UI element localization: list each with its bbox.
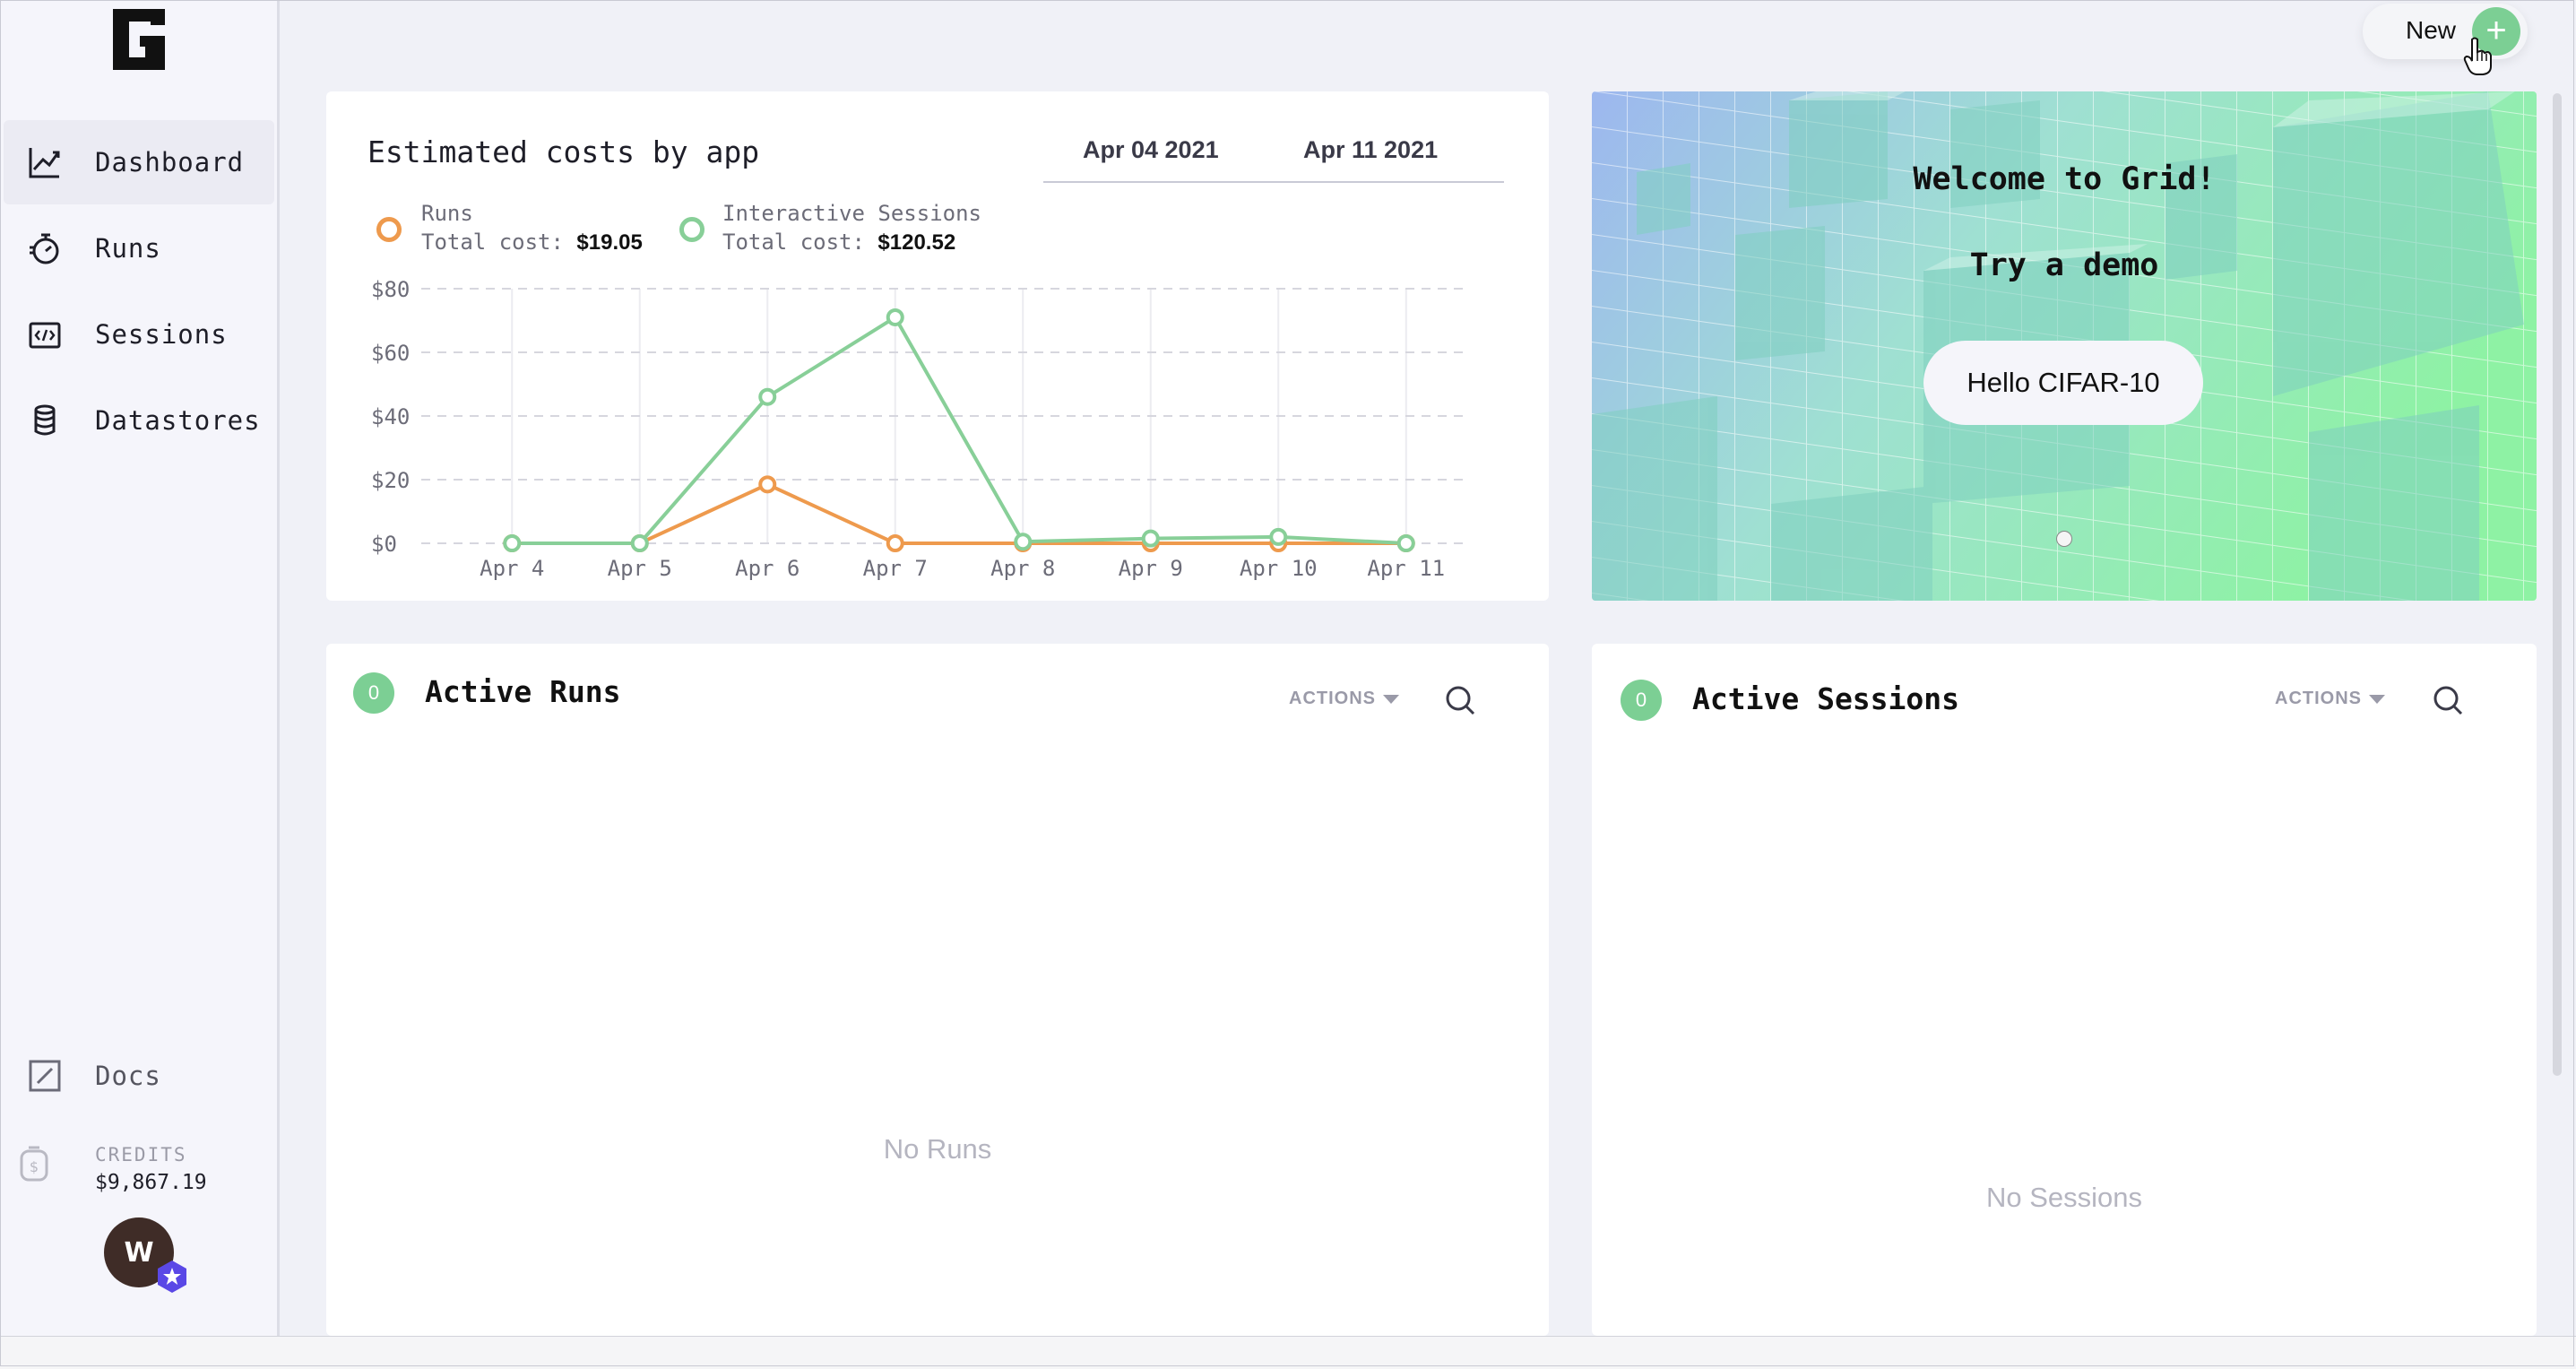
hello-cifar10-button[interactable]: Hello CIFAR-10 bbox=[1923, 341, 2203, 425]
sessions-total-cost: $120.52 bbox=[877, 230, 956, 255]
sidebar-item-label: Datastores bbox=[95, 405, 261, 436]
active-sessions-title: Active Sessions bbox=[1692, 681, 1960, 716]
hand-cursor-icon bbox=[2463, 37, 2492, 75]
data-point-runs bbox=[758, 475, 777, 494]
database-icon bbox=[25, 401, 65, 440]
credits-icon: $ bbox=[20, 1146, 48, 1182]
new-button[interactable]: New + bbox=[2363, 4, 2528, 59]
actions-label: ACTIONS bbox=[1289, 689, 1376, 708]
data-point-sessions bbox=[1396, 534, 1415, 552]
active-sessions-panel: 0 Active Sessions ACTIONS No Sessions bbox=[1592, 644, 2537, 1336]
data-point-sessions bbox=[503, 534, 522, 552]
data-point-sessions bbox=[1141, 529, 1160, 548]
active-runs-title: Active Runs bbox=[425, 674, 621, 709]
grid-logo-icon[interactable] bbox=[106, 5, 174, 74]
chart-title: Estimated costs by app bbox=[367, 134, 760, 169]
edit-document-icon bbox=[25, 1056, 65, 1096]
x-tick-label: Apr 8 bbox=[990, 556, 1055, 581]
x-tick-label: Apr 4 bbox=[480, 556, 544, 581]
date-from[interactable]: Apr 04 2021 bbox=[1083, 136, 1219, 163]
no-runs-text: No Runs bbox=[883, 1133, 992, 1165]
active-runs-panel: 0 Active Runs ACTIONS No Runs bbox=[326, 644, 1549, 1336]
y-tick-label: $20 bbox=[371, 468, 410, 493]
runs-actions-dropdown[interactable]: ACTIONS bbox=[1289, 689, 1399, 709]
caret-down-icon bbox=[2369, 694, 2385, 704]
date-range-picker[interactable]: Apr 04 2021 Apr 11 2021 bbox=[1043, 127, 1504, 183]
data-point-sessions bbox=[1269, 527, 1288, 546]
date-to[interactable]: Apr 11 2021 bbox=[1303, 136, 1439, 163]
welcome-subtitle: Try a demo bbox=[1969, 247, 2159, 283]
x-tick-label: Apr 10 bbox=[1240, 556, 1318, 581]
legend-runs-name: Runs bbox=[421, 201, 473, 226]
docs-label: Docs bbox=[95, 1061, 161, 1091]
y-tick-label: $80 bbox=[371, 277, 410, 302]
sidebar-item-sessions[interactable]: Sessions bbox=[4, 292, 274, 377]
sidebar-item-dashboard[interactable]: Dashboard bbox=[4, 120, 274, 204]
cost-label: Total cost: bbox=[722, 230, 865, 255]
y-tick-label: $0 bbox=[371, 532, 397, 557]
x-tick-label: Apr 9 bbox=[1119, 556, 1183, 581]
legend-runs-marker bbox=[376, 217, 402, 242]
welcome-title: Welcome to Grid! bbox=[1913, 161, 2216, 197]
cost-line-chart: $0 $20 $40 $60 $80 Apr 4 Apr 5 Apr 6 Apr 7 Apr 8 A… bbox=[371, 277, 1470, 581]
welcome-banner: Welcome to Grid! Try a demo Hello CIFAR-… bbox=[1592, 91, 2537, 601]
code-window-icon bbox=[25, 315, 65, 354]
avatar[interactable]: W bbox=[104, 1217, 174, 1287]
cost-chart-card: Estimated costs by app Apr 04 2021 Apr 1… bbox=[326, 91, 1549, 601]
sessions-actions-dropdown[interactable]: ACTIONS bbox=[2275, 689, 2385, 709]
cost-label: Total cost: bbox=[421, 230, 564, 255]
y-tick-label: $40 bbox=[371, 404, 410, 429]
new-button-label: New bbox=[2406, 16, 2457, 44]
legend-runs-cost: Total cost: $19.05 bbox=[421, 230, 643, 256]
caret-down-icon bbox=[1383, 694, 1399, 704]
sidebar-item-label: Dashboard bbox=[95, 147, 245, 178]
sidebar-item-label: Runs bbox=[95, 233, 161, 264]
sidebar-item-datastores[interactable]: Datastores bbox=[4, 378, 274, 463]
runs-count-badge: 0 bbox=[353, 672, 394, 714]
window-bottom-edge bbox=[0, 1336, 2576, 1369]
x-tick-label: Apr 7 bbox=[863, 556, 928, 581]
sidebar-item-docs[interactable]: Docs bbox=[4, 1040, 274, 1112]
legend-sessions-marker bbox=[679, 217, 705, 242]
sidebar-item-label: Sessions bbox=[95, 319, 228, 350]
search-icon[interactable] bbox=[2431, 683, 2467, 719]
credits-label: CREDITS bbox=[95, 1144, 187, 1165]
scrollbar[interactable] bbox=[2553, 93, 2562, 1076]
sidebar: Dashboard Runs Sessions Datastores Docs … bbox=[0, 0, 280, 1336]
svg-text:$: $ bbox=[30, 1158, 39, 1175]
x-tick-label: Apr 5 bbox=[608, 556, 672, 581]
actions-label: ACTIONS bbox=[2275, 689, 2362, 708]
star-badge-icon bbox=[158, 1261, 186, 1293]
plus-icon: + bbox=[2472, 7, 2520, 56]
data-point-sessions bbox=[630, 534, 649, 552]
stopwatch-icon bbox=[25, 229, 65, 268]
sidebar-item-runs[interactable]: Runs bbox=[4, 206, 274, 290]
runs-total-cost: $19.05 bbox=[576, 230, 643, 255]
legend-sessions-cost: Total cost: $120.52 bbox=[722, 230, 955, 256]
credits-value: $9,867.19 bbox=[95, 1171, 207, 1194]
data-point-runs bbox=[886, 534, 904, 552]
series-line-sessions bbox=[512, 315, 1406, 545]
y-tick-label: $60 bbox=[371, 341, 410, 366]
chart-line-icon bbox=[25, 143, 65, 182]
x-tick-label: Apr 11 bbox=[1367, 556, 1445, 581]
data-point-sessions bbox=[758, 387, 777, 406]
no-sessions-text: No Sessions bbox=[1985, 1182, 2143, 1213]
series-line-runs bbox=[512, 482, 1406, 545]
sessions-count-badge: 0 bbox=[1621, 680, 1662, 721]
x-tick-label: Apr 6 bbox=[735, 556, 800, 581]
data-point-sessions bbox=[886, 308, 904, 326]
carousel-dot[interactable] bbox=[2056, 531, 2072, 547]
legend-sessions-name: Interactive Sessions bbox=[722, 201, 981, 226]
data-point-sessions bbox=[1014, 533, 1033, 551]
search-icon[interactable] bbox=[1443, 683, 1479, 719]
